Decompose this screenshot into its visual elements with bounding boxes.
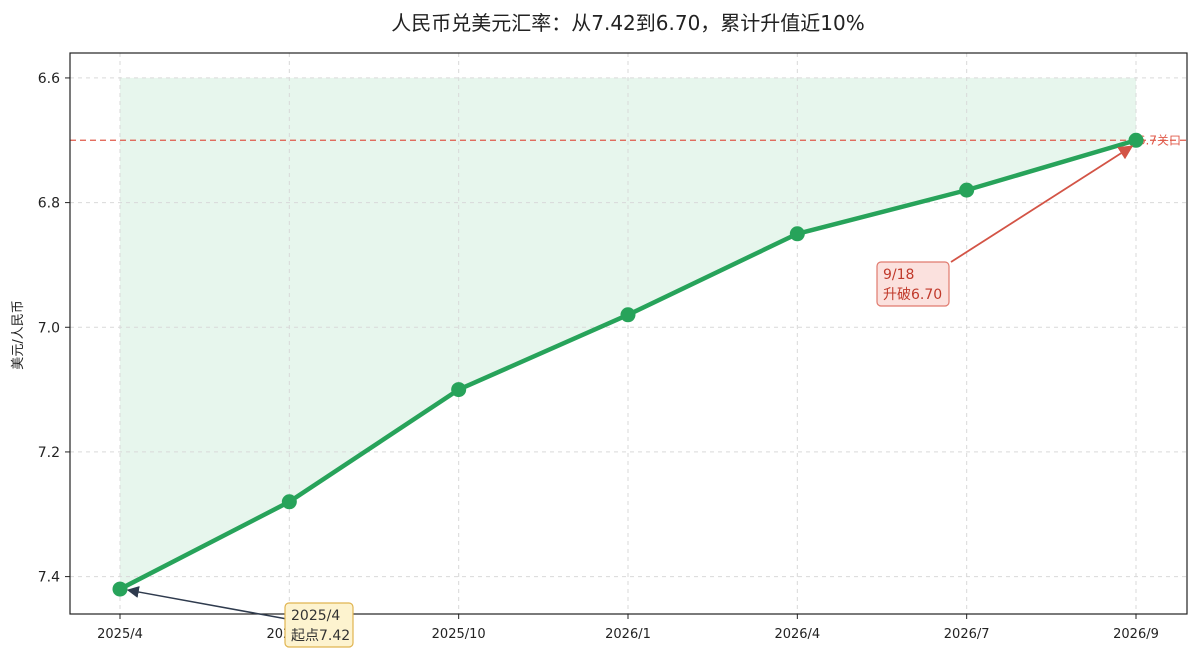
start-annotation-text: 起点7.42 [291, 628, 350, 644]
x-tick-label: 2026/4 [774, 627, 820, 642]
data-point [789, 226, 805, 242]
x-tick-label: 2026/7 [944, 627, 990, 642]
y-tick-label: 7.4 [38, 570, 60, 586]
data-point [451, 382, 467, 398]
reference-line-label: 6.7关口 [1138, 133, 1181, 147]
data-point [112, 581, 128, 597]
data-point [1128, 132, 1144, 148]
start-annotation-text: 2025/4 [291, 608, 340, 624]
y-axis-label: 美元/人民币 [11, 300, 26, 369]
data-point [281, 494, 297, 510]
start-annotation-arrow [126, 586, 288, 620]
y-tick-label: 7.2 [38, 445, 60, 461]
start-annotation-box [284, 602, 354, 648]
area-fill [120, 77, 1136, 590]
x-tick-label: 2026/9 [1113, 627, 1159, 642]
y-tick-label: 6.8 [38, 196, 60, 212]
end-annotation-box [876, 261, 950, 307]
y-tick-label: 6.6 [38, 71, 60, 87]
data-point [620, 307, 636, 323]
data-point [959, 182, 975, 198]
y-tick-label: 7.0 [38, 320, 60, 336]
end-annotation-arrow [950, 145, 1134, 263]
x-tick-label: 2026/1 [605, 627, 651, 642]
x-tick-label: 2025/10 [432, 627, 486, 642]
x-tick-label: 2025/4 [97, 627, 143, 642]
chart-title: 人民币兑美元汇率：从7.42到6.70，累计升值近10% [391, 11, 865, 35]
end-annotation-text: 9/18 [883, 267, 914, 283]
end-annotation-text: 升破6.70 [883, 287, 942, 303]
